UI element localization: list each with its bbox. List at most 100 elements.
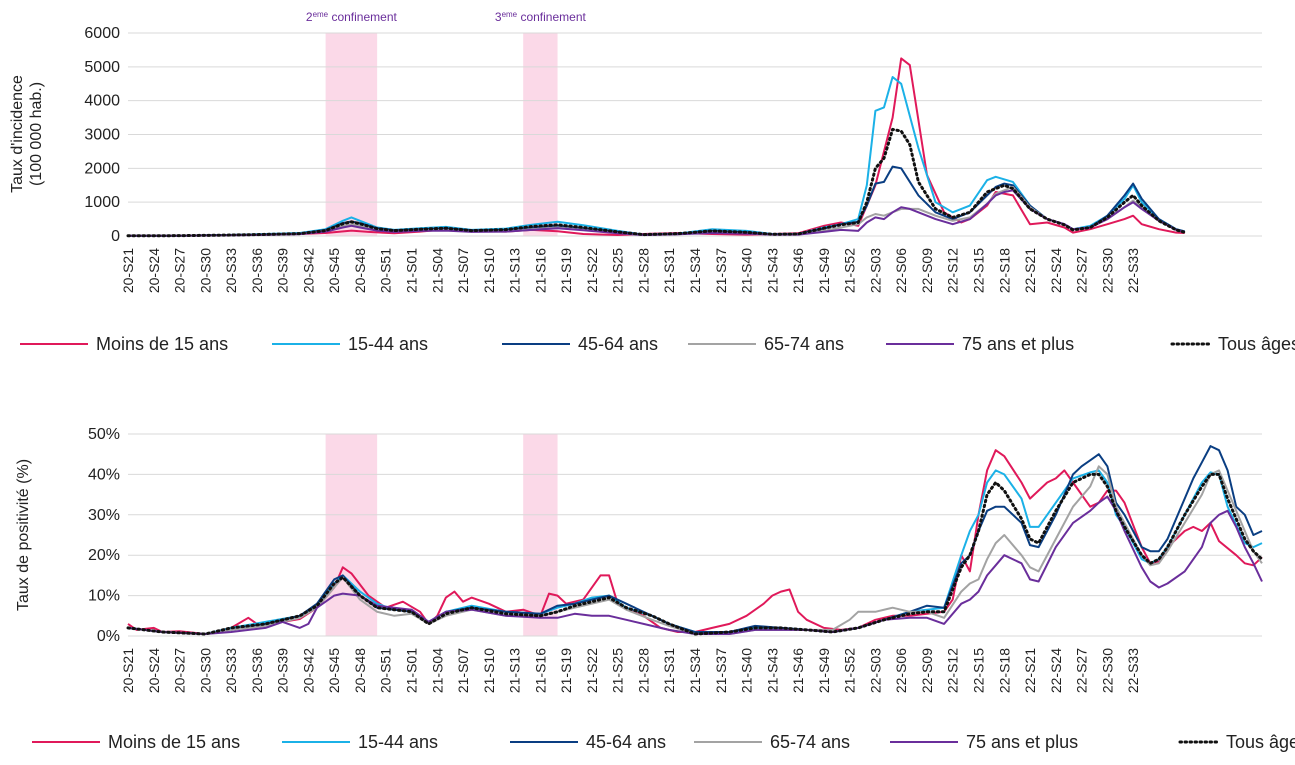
confinement-label: 3eme confinement xyxy=(495,10,587,24)
legend-label: Moins de 15 ans xyxy=(96,334,228,354)
series-line-moins-de-15-ans xyxy=(127,449,1263,635)
x-tick-label: 20-S48 xyxy=(352,648,368,693)
chart-2: 0% 10% 20% 30% 40% 50% Taux de positivité (%) 2… xyxy=(15,426,1295,752)
y-tick-label: 0% xyxy=(97,628,120,645)
legend-label: 65-74 ans xyxy=(764,334,844,354)
x-tick-label: 20-S36 xyxy=(249,648,265,693)
x-tick-label: 21-S25 xyxy=(610,648,626,693)
x-tick-label: 21-S04 xyxy=(429,248,445,293)
y-tick-label: 50% xyxy=(88,426,120,443)
x-tick-label: 21-S01 xyxy=(404,248,420,293)
x-tick-label: 21-S34 xyxy=(687,648,703,693)
x-tick-label: 22-S30 xyxy=(1099,248,1115,293)
x-tick-label: 20-S27 xyxy=(172,648,188,693)
x-tick-label: 20-S42 xyxy=(300,648,316,693)
y-tick-label: 3000 xyxy=(84,127,120,144)
x-tick-label: 22-S27 xyxy=(1074,648,1090,693)
series-line-moins-de-15-ans xyxy=(128,57,1185,237)
series-line-65-74-ans xyxy=(127,465,1263,635)
x-tick-label: 21-S13 xyxy=(507,648,523,693)
x-tick-label: 22-S24 xyxy=(1048,648,1064,693)
legend-label: 75 ans et plus xyxy=(962,334,1074,354)
series-line-tous-ges xyxy=(126,127,1187,238)
x-tick-label: 20-S33 xyxy=(223,248,239,293)
x-tick-label: 21-S40 xyxy=(739,648,755,693)
y-tick-label: 20% xyxy=(88,547,120,564)
x-tick-label: 22-S06 xyxy=(893,648,909,693)
y-tick-label: 10% xyxy=(88,588,120,605)
x-tick-label: 22-S30 xyxy=(1099,648,1115,693)
confinement-band xyxy=(523,434,558,636)
series-line-15-44-ans xyxy=(127,469,1263,635)
x-tick-label: 20-S33 xyxy=(223,648,239,693)
x-tick-label: 21-S13 xyxy=(507,248,523,293)
x-tick-label: 20-S24 xyxy=(146,248,162,293)
x-tick-label: 22-S21 xyxy=(1022,648,1038,693)
x-tick-label: 21-S01 xyxy=(404,648,420,693)
x-tick-label: 20-S51 xyxy=(378,248,394,293)
series-line-65-74-ans xyxy=(128,185,1185,237)
x-tick-label: 22-S09 xyxy=(919,248,935,293)
x-tick-label: 21-S52 xyxy=(842,648,858,693)
x-tick-label: 22-S09 xyxy=(919,648,935,693)
x-tick-label: 20-S30 xyxy=(197,648,213,693)
x-tick-label: 21-S10 xyxy=(481,648,497,693)
y-tick-label: 6000 xyxy=(84,25,120,42)
x-tick-label: 21-S43 xyxy=(764,648,780,693)
y-tick-label: 5000 xyxy=(84,59,120,76)
y-tick-label: 2000 xyxy=(84,160,120,177)
legend-label: Tous âges xyxy=(1218,334,1295,354)
confinement-label: 2eme confinement xyxy=(306,10,398,24)
x-tick-label: 20-S48 xyxy=(352,248,368,293)
x-tick-label: 21-S16 xyxy=(532,648,548,693)
x-tick-label: 22-S06 xyxy=(893,248,909,293)
y-tick-label: 4000 xyxy=(84,93,120,110)
x-tick-label: 22-S24 xyxy=(1048,248,1064,293)
x-tick-label: 20-S45 xyxy=(326,648,342,693)
x-tick-label: 20-S24 xyxy=(146,648,162,693)
x-tick-label: 20-S39 xyxy=(275,248,291,293)
x-tick-label: 22-S15 xyxy=(971,248,987,293)
x-tick-label: 22-S33 xyxy=(1125,248,1141,293)
y-axis-label: Taux de positivité (%) xyxy=(15,459,32,611)
y-axis-label: Taux d'incidence (100 000 hab.) xyxy=(9,75,45,193)
legend-label: 75 ans et plus xyxy=(966,732,1078,752)
legend-label: 65-74 ans xyxy=(770,732,850,752)
x-tick-label: 21-S28 xyxy=(635,248,651,293)
series-line-75-ans-et-plus xyxy=(127,495,1263,635)
x-tick-label: 21-S49 xyxy=(816,648,832,693)
chart-1: 2eme confinement 3eme confinement 0 1000 200… xyxy=(9,10,1295,354)
x-tick-label: 21-S22 xyxy=(584,648,600,693)
x-tick-label: 20-S21 xyxy=(120,248,136,293)
x-tick-label: 22-S18 xyxy=(996,248,1012,293)
x-tick-label: 21-S19 xyxy=(558,648,574,693)
x-tick-label: 22-S18 xyxy=(996,648,1012,693)
x-tick-label: 21-S49 xyxy=(816,248,832,293)
legend-label: Tous âges xyxy=(1226,732,1295,752)
x-tick-label: 21-S52 xyxy=(842,248,858,293)
legend-label: Moins de 15 ans xyxy=(108,732,240,752)
x-tick-label: 20-S51 xyxy=(378,648,394,693)
x-tick-label: 20-S30 xyxy=(197,248,213,293)
x-tick-label: 22-S33 xyxy=(1125,648,1141,693)
x-tick-label: 21-S16 xyxy=(532,248,548,293)
x-tick-label: 21-S31 xyxy=(661,248,677,293)
x-tick-label: 22-S03 xyxy=(867,648,883,693)
x-tick-label: 21-S04 xyxy=(429,648,445,693)
x-tick-label: 20-S36 xyxy=(249,248,265,293)
x-tick-label: 21-S43 xyxy=(764,248,780,293)
x-tick-label: 21-S22 xyxy=(584,248,600,293)
series-line-75-ans-et-plus xyxy=(128,189,1185,237)
legend-label: 45-64 ans xyxy=(578,334,658,354)
x-tick-label: 21-S25 xyxy=(610,248,626,293)
x-tick-label: 22-S12 xyxy=(945,248,961,293)
x-tick-label: 20-S21 xyxy=(120,648,136,693)
x-tick-label: 20-S39 xyxy=(275,648,291,693)
x-tick-label: 22-S03 xyxy=(867,248,883,293)
x-tick-label: 21-S37 xyxy=(713,648,729,693)
x-tick-label: 20-S27 xyxy=(172,248,188,293)
x-tick-label: 21-S46 xyxy=(790,648,806,693)
x-tick-label: 21-S46 xyxy=(790,248,806,293)
